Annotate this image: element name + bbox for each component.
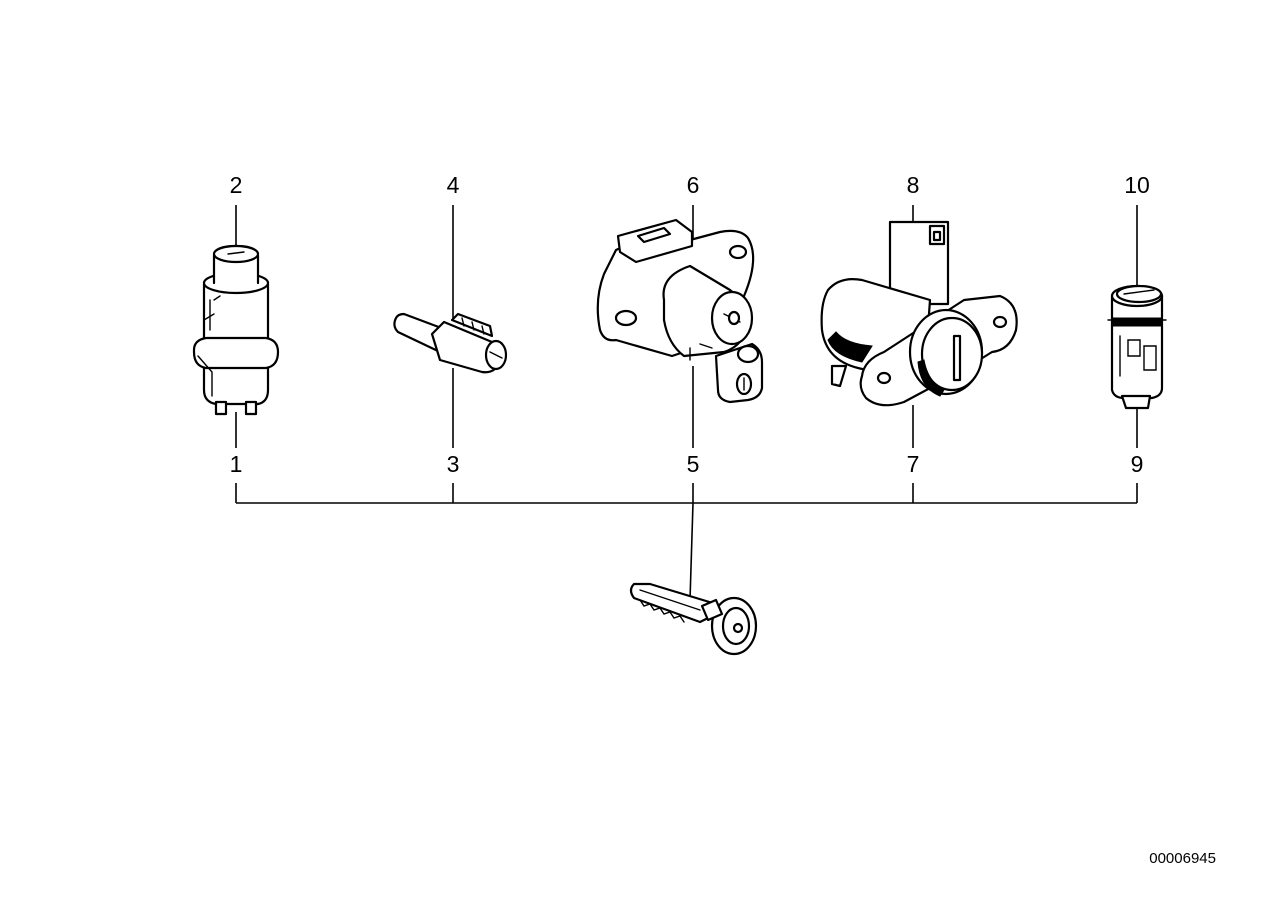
callout-3: 3 [447,451,460,477]
callout-7: 7 [907,451,920,477]
callout-10: 10 [1124,172,1150,198]
callout-8: 8 [907,172,920,198]
lock-with-connector-part-7 [820,220,1018,407]
lock-cylinder-part-9 [1107,284,1167,410]
callout-2: 2 [230,172,243,198]
lock-cylinder-part-3 [393,312,508,374]
callout-5: 5 [687,451,700,477]
callout-6: 6 [687,172,700,198]
callout-9: 9 [1131,451,1144,477]
leader-lines [235,205,1138,448]
lock-cylinder-part-1 [192,244,280,416]
callout-4: 4 [447,172,460,198]
callout-1: 1 [230,451,243,477]
callout-labels: 2 4 6 8 10 1 3 5 7 9 [230,172,1150,477]
lock-with-flange-part-5 [596,218,764,404]
bracket-lines [235,483,1138,601]
key [629,582,758,656]
diagram-id: 00006945 [1149,850,1216,867]
